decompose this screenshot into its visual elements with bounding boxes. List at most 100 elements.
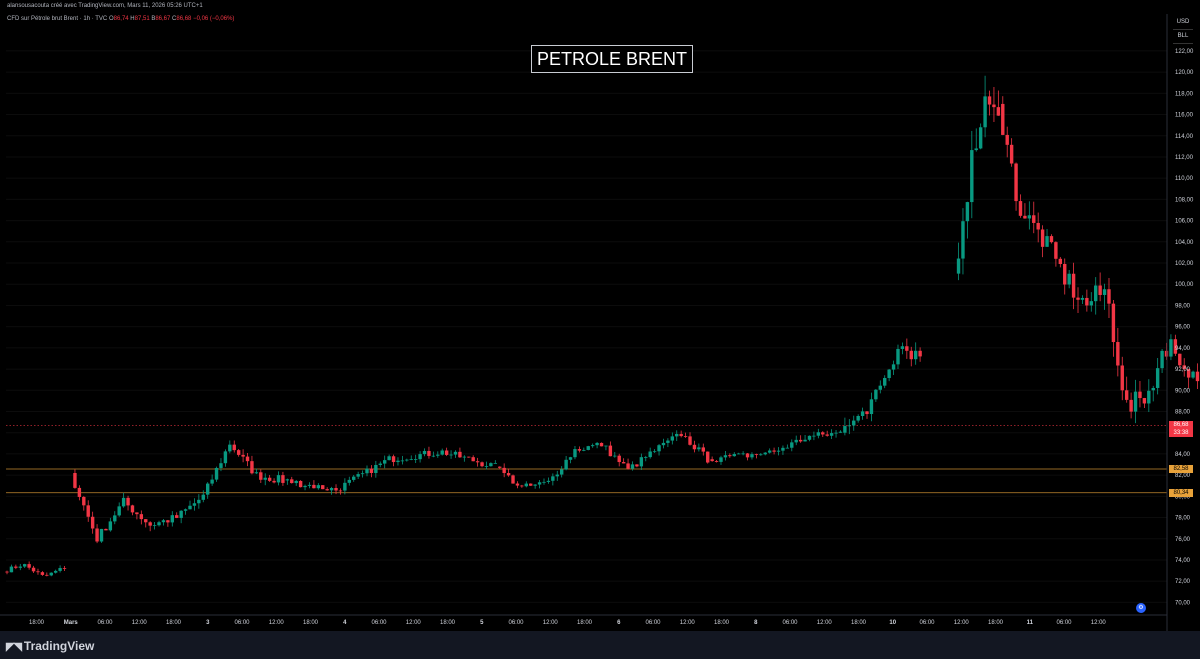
candle xyxy=(382,455,387,469)
candle-body xyxy=(502,467,506,474)
candle-body xyxy=(970,150,974,203)
candle-body xyxy=(860,411,865,416)
candle-body xyxy=(22,564,27,567)
candle xyxy=(161,519,166,526)
candle-body xyxy=(183,509,188,511)
candle-body xyxy=(236,450,241,455)
candle xyxy=(506,468,511,477)
candle-body xyxy=(856,415,860,421)
candle-body xyxy=(325,489,329,491)
candle xyxy=(458,447,462,458)
symbol-legend[interactable]: CFD sur Pétrole brut Brent · 1h · TVC O8… xyxy=(7,16,234,22)
candle-body xyxy=(489,463,493,467)
candle-body xyxy=(670,436,675,441)
candle-body xyxy=(179,510,183,518)
candle-body xyxy=(343,482,347,491)
candle-body xyxy=(498,466,502,468)
candle xyxy=(918,347,922,362)
candle xyxy=(1001,96,1005,136)
low-value: 86,67 xyxy=(155,16,171,22)
candle-body xyxy=(719,457,723,462)
candle-body xyxy=(529,483,533,486)
candle xyxy=(1111,300,1116,357)
price-tick-label: 82,00 xyxy=(1175,473,1191,479)
chart-settings-icon[interactable]: ⚙ xyxy=(1136,603,1146,613)
candle-body xyxy=(1040,229,1045,247)
candle xyxy=(502,463,506,478)
candle xyxy=(338,488,343,495)
candle xyxy=(1182,358,1186,377)
candle xyxy=(294,479,298,486)
candle xyxy=(214,466,219,482)
candle-body xyxy=(90,516,95,529)
candle-body xyxy=(992,104,996,108)
candle-body xyxy=(250,461,254,474)
symbol-name[interactable]: CFD sur Pétrole brut Brent · 1h · TVC xyxy=(7,16,108,22)
candle xyxy=(812,431,816,441)
candle xyxy=(254,468,259,475)
time-tick-label: 18:00 xyxy=(988,620,1004,626)
candle-body xyxy=(666,440,670,443)
candle xyxy=(891,360,896,376)
candle-body xyxy=(1067,273,1071,285)
candle-body xyxy=(157,522,161,526)
candle-body xyxy=(219,463,223,468)
candle xyxy=(307,482,312,489)
candle xyxy=(883,375,887,389)
candle xyxy=(285,478,290,485)
candle xyxy=(343,478,347,495)
candle-body xyxy=(352,476,356,480)
candle xyxy=(241,449,245,463)
candle-body xyxy=(471,457,475,462)
candle-body xyxy=(113,515,117,522)
candle-body xyxy=(73,473,77,488)
candle xyxy=(865,411,869,419)
candle-body xyxy=(785,447,790,449)
candle xyxy=(630,461,635,471)
candle-body xyxy=(9,566,14,573)
candle-body xyxy=(449,454,453,456)
candle-body xyxy=(909,350,913,360)
candle xyxy=(77,485,82,501)
time-axis: 18:00 Mars 06:00 12:00 18:00 3 06:00 12:00 18:00… xyxy=(0,614,1167,626)
candle xyxy=(62,565,67,572)
candle xyxy=(418,451,422,463)
candle xyxy=(1138,381,1142,408)
candle xyxy=(183,508,188,515)
candle-body xyxy=(701,447,705,452)
candle xyxy=(108,517,113,532)
candle xyxy=(515,481,520,489)
candle xyxy=(1054,241,1058,267)
currency-label[interactable]: USD xyxy=(1173,16,1193,30)
candle xyxy=(577,446,582,453)
unit-label[interactable]: BLL xyxy=(1173,30,1193,44)
candle xyxy=(378,461,382,468)
candle xyxy=(564,455,568,471)
candle-body xyxy=(117,506,121,516)
candle xyxy=(387,454,391,461)
candle-body xyxy=(865,411,869,415)
candle xyxy=(732,452,736,457)
candle-body xyxy=(688,436,692,445)
candle xyxy=(648,447,652,459)
candle-body xyxy=(1014,163,1018,202)
candle-body xyxy=(365,468,369,474)
candle-body xyxy=(334,487,338,491)
candle xyxy=(9,564,14,573)
price-unit-selector[interactable]: USD BLL xyxy=(1173,16,1193,44)
candle-body xyxy=(369,468,374,473)
candle-body xyxy=(807,435,812,440)
candle-body xyxy=(201,494,205,500)
candle xyxy=(422,448,427,457)
candle-body xyxy=(900,346,905,349)
candle xyxy=(595,441,599,449)
candle xyxy=(608,441,613,457)
open-value: 86,74 xyxy=(113,16,129,22)
candle xyxy=(1067,270,1071,289)
tradingview-logo[interactable]: ◤◥ TradingView xyxy=(6,639,94,653)
level-tag-82-58: 82,58 xyxy=(1169,464,1193,473)
candle xyxy=(1009,138,1014,167)
candle-body xyxy=(956,258,961,274)
candle-body xyxy=(1094,285,1098,302)
